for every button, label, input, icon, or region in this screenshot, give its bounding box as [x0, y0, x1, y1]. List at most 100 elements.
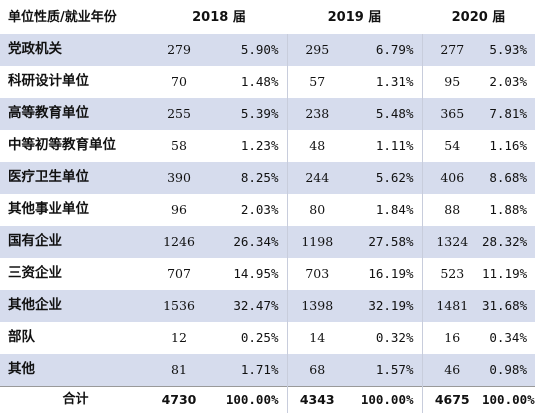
percent-cell-2020: 28.32% [482, 226, 535, 258]
unit-type-label: 科研设计单位 [0, 66, 151, 98]
percent-cell-2019: 27.58% [347, 226, 423, 258]
percent-cell-2020: 0.34% [482, 322, 535, 354]
percent-cell-2019: 1.84% [347, 194, 423, 226]
count-cell-2018: 58 [151, 130, 207, 162]
percent-cell-2018: 8.25% [207, 162, 288, 194]
table-row: 科研设计单位 70 1.48% 57 1.31% 95 2.03% [0, 66, 535, 98]
count-cell-2020: 277 [422, 34, 482, 66]
count-cell-2020: 1324 [422, 226, 482, 258]
table-row: 其他企业 1536 32.47% 1398 32.19% 1481 31.68% [0, 290, 535, 322]
percent-cell-2020: 0.98% [482, 354, 535, 386]
table-row: 高等教育单位 255 5.39% 238 5.48% 365 7.81% [0, 98, 535, 130]
table-body: 党政机关 279 5.90% 295 6.79% 277 5.93% 科研设计单位 70 1.48… [0, 34, 535, 386]
unit-type-label: 部队 [0, 322, 151, 354]
count-cell-2020: 16 [422, 322, 482, 354]
percent-cell-2020: 11.19% [482, 258, 535, 290]
total-count-2019: 4343 [287, 385, 347, 413]
count-cell-2020: 523 [422, 258, 482, 290]
count-cell-2019: 244 [287, 162, 347, 194]
count-cell-2020: 88 [422, 194, 482, 226]
count-cell-2019: 238 [287, 98, 347, 130]
count-cell-2020: 54 [422, 130, 482, 162]
count-cell-2020: 46 [422, 354, 482, 386]
count-cell-2018: 12 [151, 322, 207, 354]
count-cell-2019: 68 [287, 354, 347, 386]
unit-type-label: 中等初等教育单位 [0, 130, 151, 162]
count-cell-2019: 295 [287, 34, 347, 66]
total-count-2018: 4730 [151, 385, 207, 413]
header-category-label: 单位性质/就业年份 [0, 0, 151, 34]
table-row: 部队 12 0.25% 14 0.32% 16 0.34% [0, 322, 535, 354]
unit-type-label: 其他 [0, 354, 151, 386]
header-year-2018: 2018 届 [151, 0, 287, 34]
table-row: 医疗卫生单位 390 8.25% 244 5.62% 406 8.68% [0, 162, 535, 194]
percent-cell-2020: 1.88% [482, 194, 535, 226]
header-row: 单位性质/就业年份 2018 届 2019 届 2020 届 [0, 0, 535, 34]
percent-cell-2019: 5.62% [347, 162, 423, 194]
table-row: 党政机关 279 5.90% 295 6.79% 277 5.93% [0, 34, 535, 66]
count-cell-2018: 1246 [151, 226, 207, 258]
percent-cell-2018: 5.90% [207, 34, 288, 66]
percent-cell-2018: 14.95% [207, 258, 288, 290]
percent-cell-2018: 26.34% [207, 226, 288, 258]
table-row: 其他 81 1.71% 68 1.57% 46 0.98% [0, 354, 535, 386]
unit-type-label: 党政机关 [0, 34, 151, 66]
count-cell-2018: 255 [151, 98, 207, 130]
percent-cell-2018: 1.48% [207, 66, 288, 98]
total-pct-2019: 100.00% [347, 385, 423, 413]
unit-type-label: 其他事业单位 [0, 194, 151, 226]
count-cell-2018: 390 [151, 162, 207, 194]
percent-cell-2019: 5.48% [347, 98, 423, 130]
count-cell-2019: 14 [287, 322, 347, 354]
count-cell-2018: 81 [151, 354, 207, 386]
unit-type-label: 国有企业 [0, 226, 151, 258]
header-year-2019: 2019 届 [287, 0, 422, 34]
count-cell-2018: 279 [151, 34, 207, 66]
percent-cell-2019: 0.32% [347, 322, 423, 354]
table-header: 单位性质/就业年份 2018 届 2019 届 2020 届 [0, 0, 535, 34]
percent-cell-2018: 2.03% [207, 194, 288, 226]
count-cell-2020: 365 [422, 98, 482, 130]
percent-cell-2020: 1.16% [482, 130, 535, 162]
percent-cell-2019: 16.19% [347, 258, 423, 290]
percent-cell-2020: 2.03% [482, 66, 535, 98]
unit-type-label: 医疗卫生单位 [0, 162, 151, 194]
percent-cell-2019: 1.31% [347, 66, 423, 98]
count-cell-2020: 1481 [422, 290, 482, 322]
total-label: 合计 [0, 385, 151, 413]
total-pct-2018: 100.00% [207, 385, 288, 413]
unit-type-label: 三资企业 [0, 258, 151, 290]
percent-cell-2019: 6.79% [347, 34, 423, 66]
count-cell-2018: 707 [151, 258, 207, 290]
table-footer: 合计 4730 100.00% 4343 100.00% 4675 100.00… [0, 385, 535, 413]
percent-cell-2020: 31.68% [482, 290, 535, 322]
percent-cell-2020: 7.81% [482, 98, 535, 130]
count-cell-2018: 70 [151, 66, 207, 98]
percent-cell-2018: 1.23% [207, 130, 288, 162]
percent-cell-2018: 1.71% [207, 354, 288, 386]
count-cell-2020: 406 [422, 162, 482, 194]
percent-cell-2020: 5.93% [482, 34, 535, 66]
table-row: 国有企业 1246 26.34% 1198 27.58% 1324 28.32% [0, 226, 535, 258]
count-cell-2019: 1198 [287, 226, 347, 258]
count-cell-2018: 1536 [151, 290, 207, 322]
percent-cell-2018: 32.47% [207, 290, 288, 322]
percent-cell-2018: 5.39% [207, 98, 288, 130]
total-row: 合计 4730 100.00% 4343 100.00% 4675 100.00… [0, 385, 535, 413]
table-row: 中等初等教育单位 58 1.23% 48 1.11% 54 1.16% [0, 130, 535, 162]
unit-type-label: 高等教育单位 [0, 98, 151, 130]
percent-cell-2019: 1.11% [347, 130, 423, 162]
count-cell-2020: 95 [422, 66, 482, 98]
percent-cell-2019: 1.57% [347, 354, 423, 386]
count-cell-2018: 96 [151, 194, 207, 226]
table-row: 其他事业单位 96 2.03% 80 1.84% 88 1.88% [0, 194, 535, 226]
count-cell-2019: 57 [287, 66, 347, 98]
count-cell-2019: 703 [287, 258, 347, 290]
percent-cell-2018: 0.25% [207, 322, 288, 354]
table-row: 三资企业 707 14.95% 703 16.19% 523 11.19% [0, 258, 535, 290]
count-cell-2019: 80 [287, 194, 347, 226]
unit-type-label: 其他企业 [0, 290, 151, 322]
total-count-2020: 4675 [422, 385, 482, 413]
